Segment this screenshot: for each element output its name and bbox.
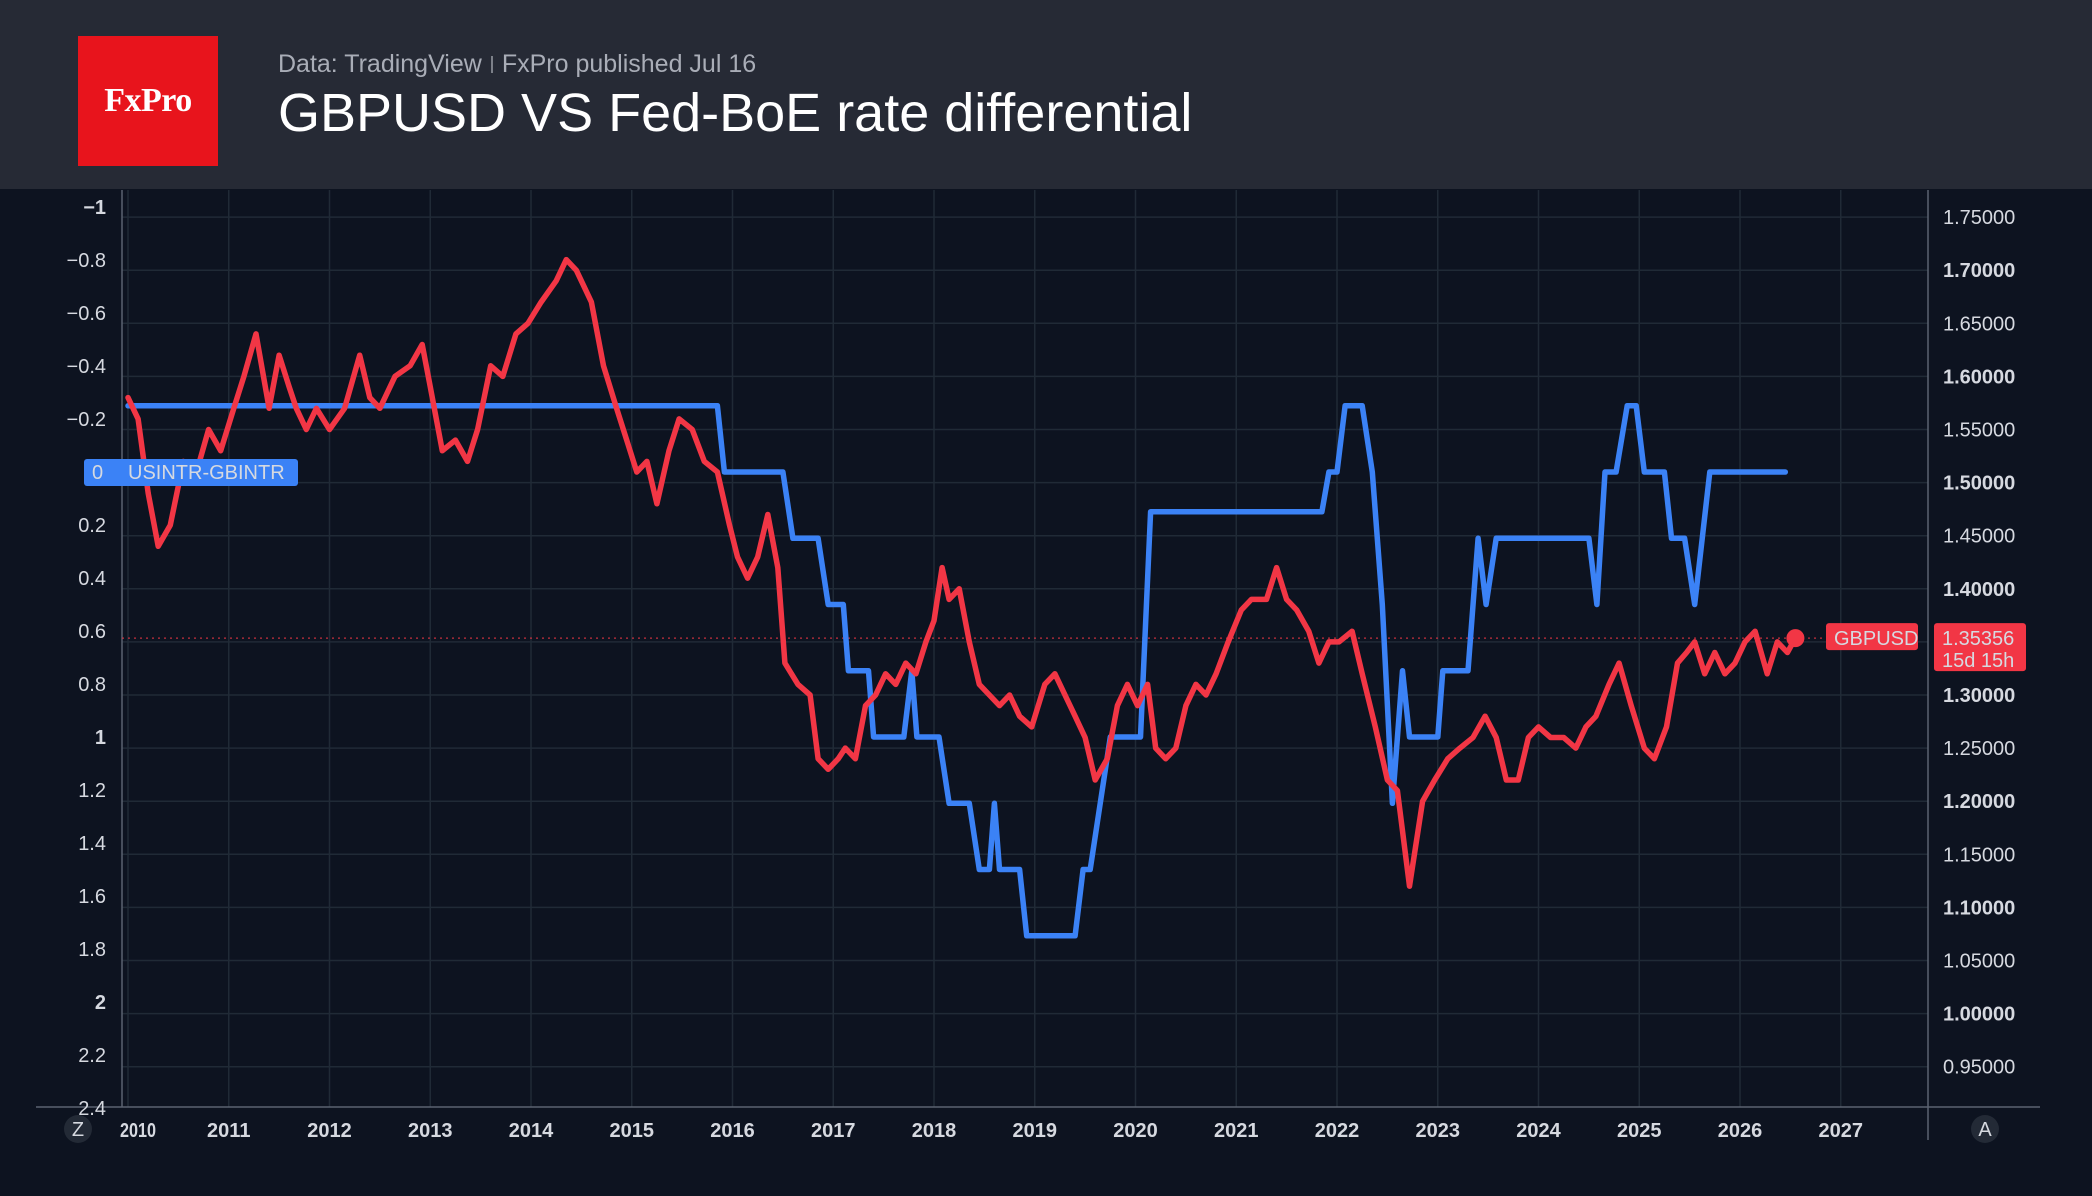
right-axis-tick: 1.10000 <box>1943 897 2015 919</box>
left-axis-tick: 0.4 <box>78 568 106 590</box>
left-axis-tick: 0.6 <box>78 621 106 643</box>
x-axis-tick: 2019 <box>1013 1120 1058 1142</box>
x-axis-tick: 2015 <box>610 1120 655 1142</box>
x-axis-tick: 2023 <box>1416 1120 1461 1142</box>
right-axis-tick: 1.75000 <box>1943 207 2015 229</box>
usintr-gbintr-line <box>125 403 1789 939</box>
left-axis-tick: −1 <box>83 197 106 219</box>
left-axis-tick: 2 <box>95 992 106 1014</box>
right-axis-tick: 0.95000 <box>1943 1057 2015 1079</box>
x-axis-tick: 2022 <box>1315 1120 1360 1142</box>
right-axis-tick: 1.70000 <box>1943 260 2015 282</box>
fxpro-logo: FxPro <box>78 36 218 166</box>
left-axis-tick: 2.4 <box>78 1098 106 1120</box>
x-axis-tick: 2010 <box>120 1120 156 1142</box>
x-axis-tick: 2011 <box>207 1120 250 1142</box>
gbpusd-price-bg <box>1934 623 2026 672</box>
x-axis-tick: 2024 <box>1516 1120 1561 1142</box>
right-axis-tick: 1.00000 <box>1943 1004 2015 1026</box>
a-button-label: A <box>1978 1119 1992 1141</box>
source-line: Data: TradingView FxPro published Jul 16 <box>278 50 756 79</box>
right-axis-tick: 1.60000 <box>1943 366 2015 388</box>
gbpusd-name: GBPUSD <box>1834 628 1918 650</box>
chart-frame <box>36 190 2040 1140</box>
header-bar: FxPro Data: TradingView FxPro published J… <box>0 0 2092 189</box>
left-axis-tick: −0.6 <box>67 303 106 325</box>
left-axis-tick: 2.2 <box>78 1045 106 1067</box>
left-axis-tick: −0.8 <box>67 250 106 272</box>
right-axis-tick: 1.65000 <box>1943 313 2015 335</box>
left-axis-tick: 1.8 <box>78 939 106 961</box>
left-axis-tick: 1 <box>95 727 106 749</box>
gbpusd-countdown: 15d 15h <box>1942 650 2014 672</box>
z-button[interactable] <box>64 1115 92 1143</box>
x-axis-tick: 2026 <box>1718 1120 1763 1142</box>
logo-text: FxPro <box>104 82 192 119</box>
x-axis-tick: 2012 <box>307 1120 352 1142</box>
right-axis-tick: 1.45000 <box>1943 526 2015 548</box>
right-axis-tick: 1.40000 <box>1943 579 2015 601</box>
left-axis-tick: 1.2 <box>78 780 106 802</box>
right-axis-tick: 1.20000 <box>1943 791 2015 813</box>
x-axis-tick: 2020 <box>1113 1120 1158 1142</box>
usintr-gbintr-label-bg <box>84 459 298 486</box>
gbpusd-name-bg <box>1826 623 1918 651</box>
series-layer <box>125 256 1805 939</box>
left-axis: −1 −0.8 −0.6 −0.4 −0.2 0.2 0.4 0.6 0.8 1 1.2 1.4 1.6… <box>67 197 106 1120</box>
right-axis-tick: 1.50000 <box>1943 473 2015 495</box>
x-axis: 2010 2011 2012 2013 2014 2015 2016 2017 2018 2019… <box>120 1120 1863 1142</box>
left-axis-tick: −0.2 <box>67 409 106 431</box>
left-axis-tick: −0.4 <box>67 356 106 378</box>
a-button[interactable] <box>1971 1115 1999 1143</box>
gbpusd-line <box>125 256 1799 889</box>
x-axis-tick: 2025 <box>1617 1120 1662 1142</box>
x-axis-tick: 2014 <box>509 1120 554 1142</box>
separator <box>490 56 493 73</box>
right-axis-tick: 1.55000 <box>1943 420 2015 442</box>
x-axis-tick: 2013 <box>408 1120 453 1142</box>
right-axis-tick: 1.30000 <box>1943 685 2015 707</box>
gbpusd-last-dot <box>1786 629 1805 648</box>
right-axis-tick: 1.25000 <box>1943 738 2015 760</box>
right-axis-tick: 1.15000 <box>1943 844 2015 866</box>
left-axis-tick: 0.2 <box>78 515 106 537</box>
x-axis-tick: 2021 <box>1214 1120 1259 1142</box>
left-axis-tick: 1.4 <box>78 833 106 855</box>
left-axis-tick: 1.6 <box>78 886 106 908</box>
z-button-label: Z <box>72 1119 84 1141</box>
published-info: FxPro published Jul 16 <box>501 50 757 78</box>
page-title: GBPUSD VS Fed-BoE rate differential <box>278 83 1193 143</box>
usintr-gbintr-value: 0 <box>92 462 103 484</box>
right-axis-tick: 1.05000 <box>1943 951 2015 973</box>
left-axis-tick: 0.8 <box>78 674 106 696</box>
usintr-gbintr-name: USINTR-GBINTR <box>128 462 285 484</box>
x-axis-tick: 2018 <box>912 1120 957 1142</box>
x-axis-tick: 2027 <box>1819 1120 1864 1142</box>
gbpusd-last-price: 1.35356 <box>1942 628 2014 650</box>
x-axis-tick: 2017 <box>811 1120 856 1142</box>
grid <box>122 190 1928 1107</box>
data-source: Data: TradingView <box>278 50 482 78</box>
x-axis-tick: 2016 <box>710 1120 755 1142</box>
